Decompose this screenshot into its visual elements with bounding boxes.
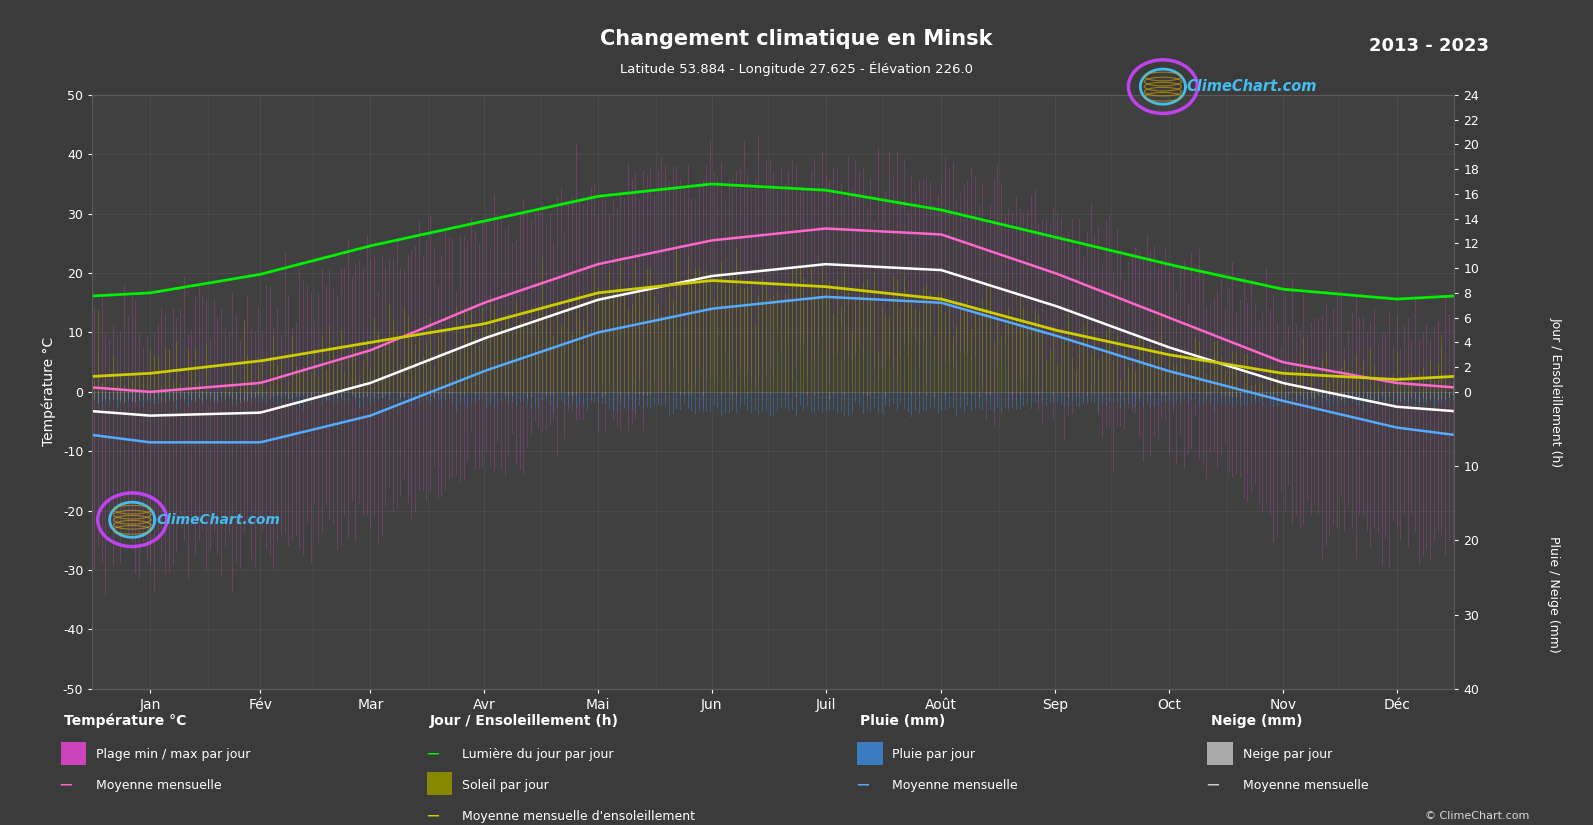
Y-axis label: Jour / Ensoleillement (h): Jour / Ensoleillement (h) (1550, 317, 1563, 467)
Text: 2013 - 2023: 2013 - 2023 (1370, 37, 1489, 55)
Text: Neige par jour: Neige par jour (1243, 748, 1332, 761)
Text: Moyenne mensuelle: Moyenne mensuelle (892, 779, 1018, 792)
Text: © ClimeChart.com: © ClimeChart.com (1424, 811, 1529, 821)
Text: ClimeChart.com: ClimeChart.com (1187, 79, 1317, 94)
Text: ClimeChart.com: ClimeChart.com (156, 513, 280, 526)
Text: Pluie par jour: Pluie par jour (892, 748, 975, 761)
Text: Jour / Ensoleillement (h): Jour / Ensoleillement (h) (430, 714, 620, 728)
Text: Neige (mm): Neige (mm) (1211, 714, 1301, 728)
Y-axis label: Température °C: Température °C (41, 337, 56, 446)
Text: ─: ─ (61, 776, 72, 794)
Text: ─: ─ (427, 746, 438, 764)
Text: Pluie / Neige (mm): Pluie / Neige (mm) (1547, 535, 1560, 653)
Text: Latitude 53.884 - Longitude 27.625 - Élévation 226.0: Latitude 53.884 - Longitude 27.625 - Élé… (620, 62, 973, 77)
Text: Plage min / max par jour: Plage min / max par jour (96, 748, 250, 761)
Text: Moyenne mensuelle d'ensoleillement: Moyenne mensuelle d'ensoleillement (462, 810, 695, 823)
Text: Température °C: Température °C (64, 714, 186, 728)
Text: Moyenne mensuelle: Moyenne mensuelle (96, 779, 221, 792)
Text: Moyenne mensuelle: Moyenne mensuelle (1243, 779, 1368, 792)
Text: ─: ─ (857, 776, 868, 794)
Text: Pluie (mm): Pluie (mm) (860, 714, 946, 728)
Text: Soleil par jour: Soleil par jour (462, 779, 548, 792)
Text: Lumière du jour par jour: Lumière du jour par jour (462, 748, 613, 761)
Text: ─: ─ (1207, 776, 1219, 794)
Text: ─: ─ (427, 808, 438, 825)
Text: Changement climatique en Minsk: Changement climatique en Minsk (601, 29, 992, 49)
